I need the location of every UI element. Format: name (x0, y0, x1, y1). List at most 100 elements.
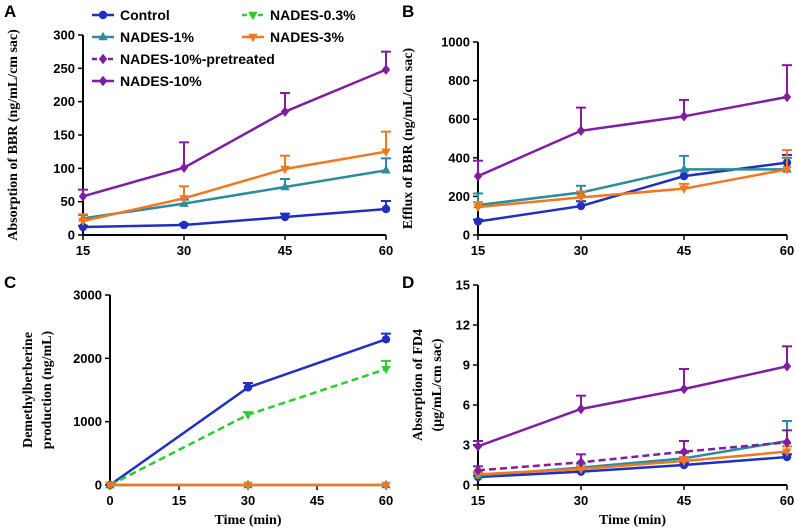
legend-label: NADES-0.3% (270, 7, 356, 23)
y-tick-label: 1000 (441, 35, 470, 50)
legend-marker (98, 75, 108, 87)
legend-marker (248, 33, 258, 43)
data-point (782, 166, 792, 175)
y-tick-label: 0 (463, 478, 470, 493)
x-tick-label: 45 (310, 493, 324, 508)
data-point (679, 111, 689, 122)
y-tick-label: 0 (95, 478, 102, 493)
y-tick-label: 6 (463, 398, 470, 413)
data-point (473, 170, 483, 182)
x-tick-label: 0 (106, 493, 113, 508)
x-tick-label: 15 (471, 243, 485, 258)
series-line (477, 450, 788, 476)
data-point (179, 162, 189, 173)
data-point (576, 194, 586, 203)
y-tick-label: 3 (463, 438, 470, 453)
data-point (381, 365, 391, 375)
series-line (477, 95, 788, 178)
data-point (78, 222, 88, 232)
y-axis-label: Efflux of BBR (ng/mL/cm sac) (401, 48, 416, 230)
data-point (679, 457, 689, 467)
chart-panel-a: A 0 50 100 150 200 250 300 15 30 45 60 Absorption of… (4, 2, 393, 258)
y-tick-label: 100 (53, 161, 75, 176)
legend: Control NADES-0.3% NADES-1% NADES-3% NADES-1… (92, 7, 356, 89)
data-point (78, 191, 88, 202)
legend-label: NADES-10%-pretreated (120, 51, 275, 67)
series-nades-1 (473, 154, 792, 209)
legend-item-nades-10: NADES-10% (92, 73, 202, 89)
data-point (473, 465, 483, 476)
y-tick-label: 150 (53, 128, 75, 143)
legend-item-nades-10-pretreated: NADES-10%-pretreated (92, 51, 275, 67)
legend-label: NADES-3% (270, 29, 344, 45)
legend-marker (98, 10, 108, 20)
series-nades-10 (473, 345, 792, 452)
panel-letter: B (402, 2, 414, 21)
y-axis-label-line: Demethylberberine (21, 332, 36, 448)
y-tick-label: 15 (456, 278, 470, 293)
x-tick-label: 60 (780, 243, 794, 258)
chart-panel-d: D 0 3 6 9 12 15 15 30 45 60 Absorption of FD4 (μg/mL… (402, 273, 794, 528)
panel-letter: D (402, 273, 414, 292)
x-tick-label: 30 (574, 243, 588, 258)
series-line (477, 441, 788, 472)
series-nades-3 (473, 149, 792, 213)
chart-panel-c: C 0 1000 2000 3000 0 15 30 45 60 Demethylberberine… (4, 273, 393, 528)
data-point (679, 446, 689, 457)
x-axis-label: Time (min) (214, 513, 281, 528)
series-nades-0-3 (105, 359, 391, 491)
x-tick-label: 45 (278, 243, 292, 258)
legend-marker (98, 31, 108, 41)
data-point (679, 383, 689, 395)
x-tick-label: 30 (574, 493, 588, 508)
y-tick-label: 300 (53, 28, 75, 43)
data-point (243, 481, 253, 491)
data-point (381, 64, 391, 75)
y-tick-label: 400 (448, 150, 470, 165)
series-nades-10 (78, 50, 391, 202)
series-line (82, 150, 387, 223)
data-point (782, 91, 792, 103)
panel-letter: C (4, 273, 16, 292)
legend-label: Control (120, 7, 170, 23)
series-line (477, 168, 787, 207)
x-tick-label: 60 (780, 493, 794, 508)
legend-marker (248, 11, 258, 21)
series-nades-10-pretreated (473, 429, 792, 476)
y-axis-label-line: Absorption of FD4 (411, 329, 426, 441)
data-point (782, 361, 792, 372)
data-point (381, 335, 391, 344)
y-tick-label: 200 (448, 189, 470, 204)
x-tick-label: 30 (241, 493, 255, 508)
x-axis-label: Time (min) (599, 513, 666, 528)
y-axis-label: Absorption of BBR (ng/mL/cm sac) (6, 29, 21, 241)
data-point (782, 452, 792, 462)
x-tick-label: 15 (471, 493, 485, 508)
y-tick-label: 1000 (73, 414, 102, 429)
data-point (243, 383, 253, 392)
data-point (473, 217, 483, 226)
y-tick-label: 9 (463, 358, 470, 373)
series-nades-3 (105, 481, 391, 491)
data-point (782, 448, 792, 457)
y-axis-label-line: production (ng/mL) (40, 330, 55, 449)
data-point (679, 185, 689, 194)
y-axis-label-line: (μg/mL/cm sac) (430, 338, 445, 431)
series-line (477, 439, 788, 477)
data-point (576, 201, 586, 211)
x-tick-label: 30 (177, 243, 191, 258)
legend-item-nades-1: NADES-1% (92, 29, 194, 45)
series-line (477, 455, 788, 479)
series-line (82, 68, 387, 198)
data-point (381, 204, 391, 214)
y-tick-label: 200 (53, 94, 75, 109)
data-point (280, 181, 290, 191)
series-line (477, 365, 788, 448)
legend-item-control: Control (92, 7, 170, 23)
data-point (473, 203, 483, 213)
x-tick-label: 15 (76, 243, 90, 258)
series-control (473, 153, 792, 226)
panel-letter: A (4, 2, 16, 21)
